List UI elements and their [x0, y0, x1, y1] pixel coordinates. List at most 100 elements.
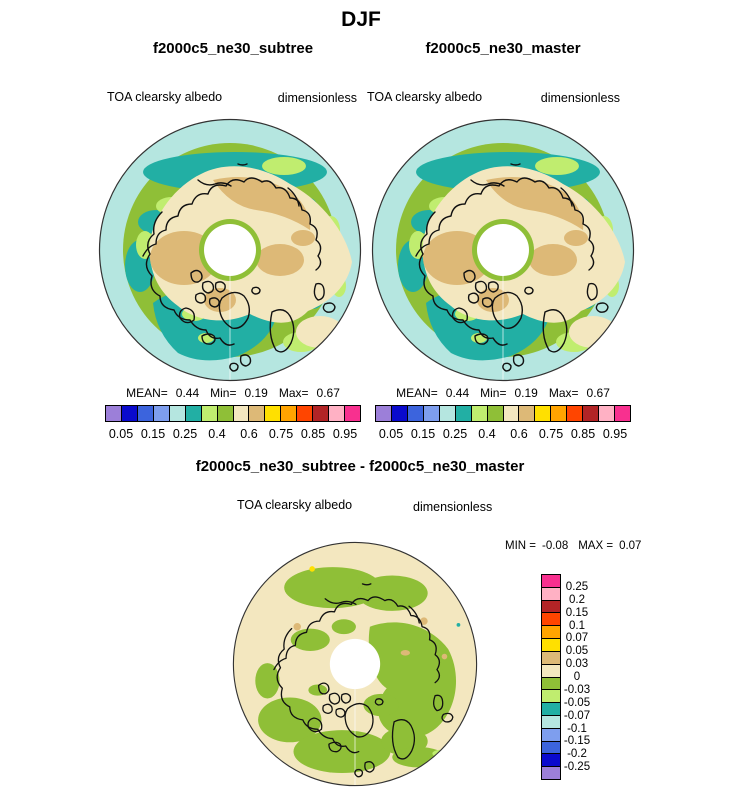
colorbar-segment — [542, 766, 560, 779]
colorbar-segment — [542, 663, 560, 677]
colorbar-segment — [542, 586, 560, 600]
colorbar-segment — [518, 406, 535, 421]
mean-label: MEAN= — [126, 386, 168, 400]
max-label: Max= — [278, 386, 309, 400]
colorbar-segment — [542, 702, 560, 715]
colorbar-tick-label: 0.85 — [570, 427, 596, 441]
mean-value: 0.44 — [445, 386, 470, 400]
colorbar-segment — [200, 406, 217, 421]
diff-map — [232, 541, 478, 787]
diff-minmax-line: MIN = -0.08 MAX = 0.07 — [505, 540, 641, 552]
max-value: 0.67 — [316, 386, 340, 400]
colorbar-segment — [312, 406, 329, 421]
colorbar-segment — [216, 406, 233, 421]
diff-colorbar-tick-label: 0.05 — [565, 645, 589, 658]
colorbar-segment — [542, 740, 560, 754]
right-panel-title: f2000c5_ne30_master — [425, 40, 581, 57]
diff-colorbar-tick-label: -0.25 — [563, 761, 591, 774]
left-variable-label: TOA clearsky albedo — [107, 90, 223, 104]
right-units-label: dimensionless — [540, 91, 620, 105]
colorbar-segment — [264, 406, 281, 421]
colorbar-tick-label: 0.25 — [442, 427, 468, 441]
colorbar-segment — [470, 406, 487, 421]
colorbar-segment — [168, 406, 185, 421]
colorbar-segment — [106, 406, 121, 421]
colorbar-segment — [152, 406, 169, 421]
min-value: 0.19 — [514, 386, 538, 400]
albedo-map-master — [371, 118, 635, 382]
diff-colorbar-tick-label: -0.07 — [563, 709, 591, 722]
left-albedo-colorbar-ticks: 0.05 0.15 0.25 0.4 0.6 0.75 0.85 0.95 — [105, 427, 361, 442]
colorbar-tick-label: 0.4 — [208, 427, 226, 441]
colorbar-segment — [542, 638, 560, 651]
colorbar-tick-label: 0.6 — [510, 427, 528, 441]
colorbar-tick-label: 0.75 — [268, 427, 294, 441]
mean-label: MEAN= — [396, 386, 438, 400]
colorbar-tick-label: 0.75 — [538, 427, 564, 441]
colorbar-segment — [542, 575, 560, 587]
diff-colorbar-tick-label: 0.07 — [565, 632, 589, 645]
colorbar-segment — [376, 406, 391, 421]
diff-max-label: MAX = — [578, 540, 614, 552]
colorbar-segment — [454, 406, 471, 421]
colorbar-tick-label: 0.05 — [108, 427, 134, 441]
colorbar-segment — [542, 650, 560, 664]
colorbar-segment — [542, 612, 560, 626]
colorbar-segment — [136, 406, 153, 421]
colorbar-segment — [232, 406, 249, 421]
max-label: Max= — [548, 386, 579, 400]
colorbar-segment — [438, 406, 455, 421]
min-label: Min= — [210, 386, 237, 400]
colorbar-segment — [542, 625, 560, 639]
diff-colorbar-tick-label: 0.15 — [565, 606, 589, 619]
diff-colorbar-tick-label: -0.1 — [567, 722, 587, 735]
diff-colorbar-tick-label: 0.25 — [565, 580, 589, 593]
diff-min-label: MIN = — [505, 540, 536, 552]
colorbar-segment — [542, 689, 560, 703]
colorbar-segment — [184, 406, 201, 421]
diff-colorbar-tick-label: 0 — [573, 671, 581, 683]
colorbar-segment — [542, 676, 560, 690]
colorbar-segment — [328, 406, 345, 421]
right-variable-label: TOA clearsky albedo — [367, 90, 483, 104]
diff-max-value: 0.07 — [619, 540, 642, 552]
colorbar-tick-label: 0.15 — [140, 427, 166, 441]
left-units-label: dimensionless — [277, 91, 357, 105]
colorbar-tick-label: 0.4 — [478, 427, 496, 441]
diff-colorbar-tick-label: -0.2 — [567, 748, 587, 761]
colorbar-segment — [534, 406, 551, 421]
colorbar-segment — [582, 406, 599, 421]
left-albedo-colorbar — [105, 405, 361, 422]
colorbar-tick-label: 0.25 — [172, 427, 198, 441]
min-label: Min= — [480, 386, 507, 400]
diff-colorbar-tick-label: -0.15 — [563, 735, 591, 748]
colorbar-tick-label: 0.05 — [378, 427, 404, 441]
colorbar-tick-label: 0.85 — [300, 427, 326, 441]
min-value: 0.19 — [244, 386, 268, 400]
right-albedo-colorbar — [375, 405, 631, 422]
right-stats-line: MEAN= 0.44 Min= 0.19 Max= 0.67 — [396, 386, 610, 400]
diff-colorbar — [541, 574, 561, 780]
figure-title: DJF — [341, 8, 381, 31]
diff-min-value: -0.08 — [542, 540, 569, 552]
diff-colorbar-tick-label: 0.03 — [565, 658, 589, 671]
colorbar-tick-label: 0.95 — [332, 427, 358, 441]
colorbar-segment — [502, 406, 519, 421]
colorbar-segment — [614, 406, 630, 421]
max-value: 0.67 — [586, 386, 610, 400]
diff-colorbar-tick-label: 0.2 — [569, 593, 585, 606]
colorbar-segment — [120, 406, 137, 421]
colorbar-tick-label: 0.6 — [240, 427, 258, 441]
colorbar-segment — [542, 599, 560, 613]
left-panel-title: f2000c5_ne30_subtree — [152, 40, 314, 57]
diff-units-label: dimensionless — [413, 500, 493, 514]
colorbar-segment — [248, 406, 265, 421]
colorbar-segment — [550, 406, 567, 421]
colorbar-segment — [296, 406, 313, 421]
colorbar-segment — [598, 406, 615, 421]
colorbar-segment — [280, 406, 297, 421]
diff-colorbar-tick-label: -0.03 — [563, 683, 591, 696]
diff-colorbar-tick-label: -0.05 — [563, 696, 591, 709]
colorbar-segment — [566, 406, 583, 421]
